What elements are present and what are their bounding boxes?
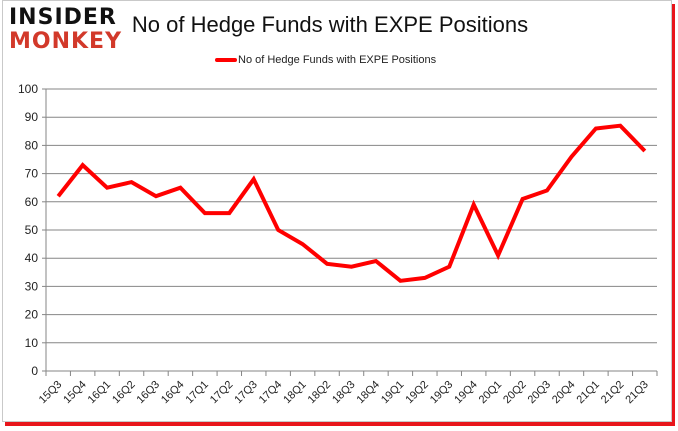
- chart-legend: No of Hedge Funds with EXPE Positions: [215, 54, 436, 66]
- chart-title: No of Hedge Funds with EXPE Positions: [131, 12, 529, 37]
- x-tick-label: 16Q3: [135, 379, 163, 407]
- x-tick-label: 21Q3: [623, 379, 651, 407]
- x-tick-label: 19Q1: [379, 379, 407, 407]
- y-tick-label: 70: [25, 167, 39, 181]
- legend-line-swatch-icon: [215, 58, 237, 62]
- y-tick-label: 10: [25, 336, 39, 350]
- x-tick-label: 18Q3: [330, 379, 358, 407]
- x-tick-label: 21Q2: [599, 379, 627, 407]
- y-tick-label: 80: [25, 138, 39, 152]
- x-tick-label: 16Q2: [110, 379, 138, 407]
- x-tick-label: 16Q1: [86, 379, 114, 407]
- x-tick-label: 20Q3: [526, 379, 554, 407]
- y-tick-label: 40: [25, 251, 39, 265]
- y-tick-label: 60: [25, 195, 39, 209]
- y-tick-label: 0: [31, 364, 38, 378]
- x-tick-label: 21Q1: [574, 379, 602, 407]
- x-tick-label: 19Q2: [403, 379, 431, 407]
- y-tick-label: 100: [18, 82, 38, 96]
- x-tick-label: 17Q3: [232, 379, 260, 407]
- x-tick-label: 18Q2: [306, 379, 334, 407]
- x-tick-label: 20Q1: [477, 379, 505, 407]
- chart-frame: [2, 0, 672, 422]
- x-tick-label: 16Q4: [159, 379, 187, 407]
- y-tick-label: 90: [25, 110, 39, 124]
- y-tick-label: 20: [25, 308, 39, 322]
- y-tick-label: 50: [25, 223, 39, 237]
- x-tick-label: 18Q1: [281, 379, 309, 407]
- logo-line-2: MONKEY: [9, 29, 123, 54]
- x-tick-label: 19Q3: [428, 379, 456, 407]
- logo-line-1: INSIDER: [9, 5, 117, 30]
- x-tick-label: 20Q4: [550, 379, 578, 407]
- x-tick-label: 15Q4: [61, 379, 89, 407]
- x-tick-label: 17Q1: [183, 379, 211, 407]
- y-tick-label: 30: [25, 279, 39, 293]
- x-tick-label: 17Q4: [257, 379, 285, 407]
- x-tick-label: 20Q2: [501, 379, 529, 407]
- x-tick-label: 19Q4: [452, 379, 480, 407]
- x-tick-label: 15Q3: [37, 379, 65, 407]
- legend-label: No of Hedge Funds with EXPE Positions: [238, 54, 437, 66]
- x-tick-label: 18Q4: [355, 379, 383, 407]
- series-line: [56, 123, 647, 283]
- x-tick-label: 17Q2: [208, 379, 236, 407]
- insider-monkey-logo: INSIDER MONKEY: [9, 6, 127, 54]
